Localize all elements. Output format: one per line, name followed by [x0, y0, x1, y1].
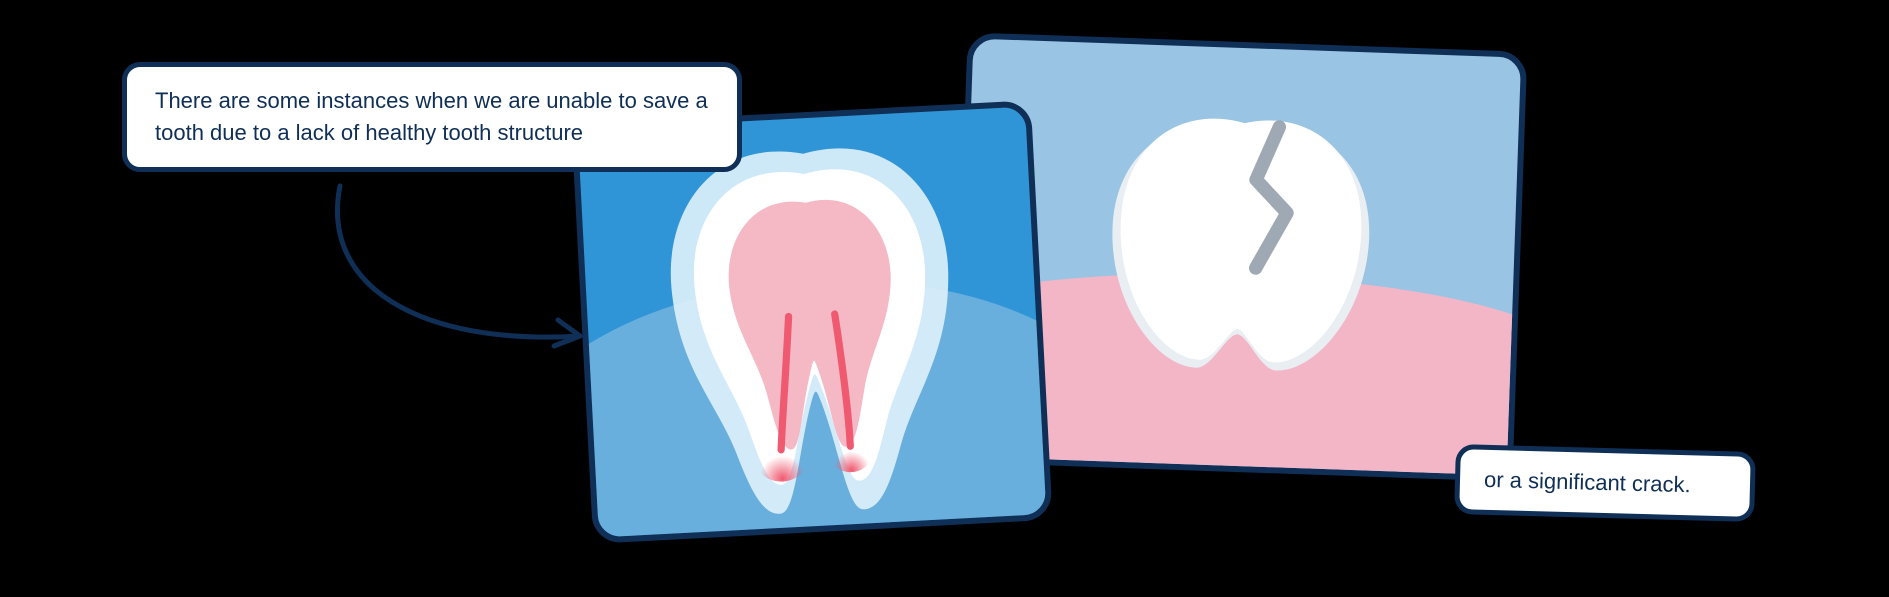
cracked-tooth-icon	[1077, 101, 1404, 379]
caption-left-text: There are some instances when we are una…	[155, 88, 708, 145]
caption-right-text: or a significant crack.	[1484, 467, 1691, 497]
caption-left: There are some instances when we are una…	[122, 62, 742, 172]
tooth-cross-section-icon	[628, 134, 997, 527]
arrow-icon	[300, 176, 620, 376]
caption-right: or a significant crack.	[1454, 444, 1756, 522]
